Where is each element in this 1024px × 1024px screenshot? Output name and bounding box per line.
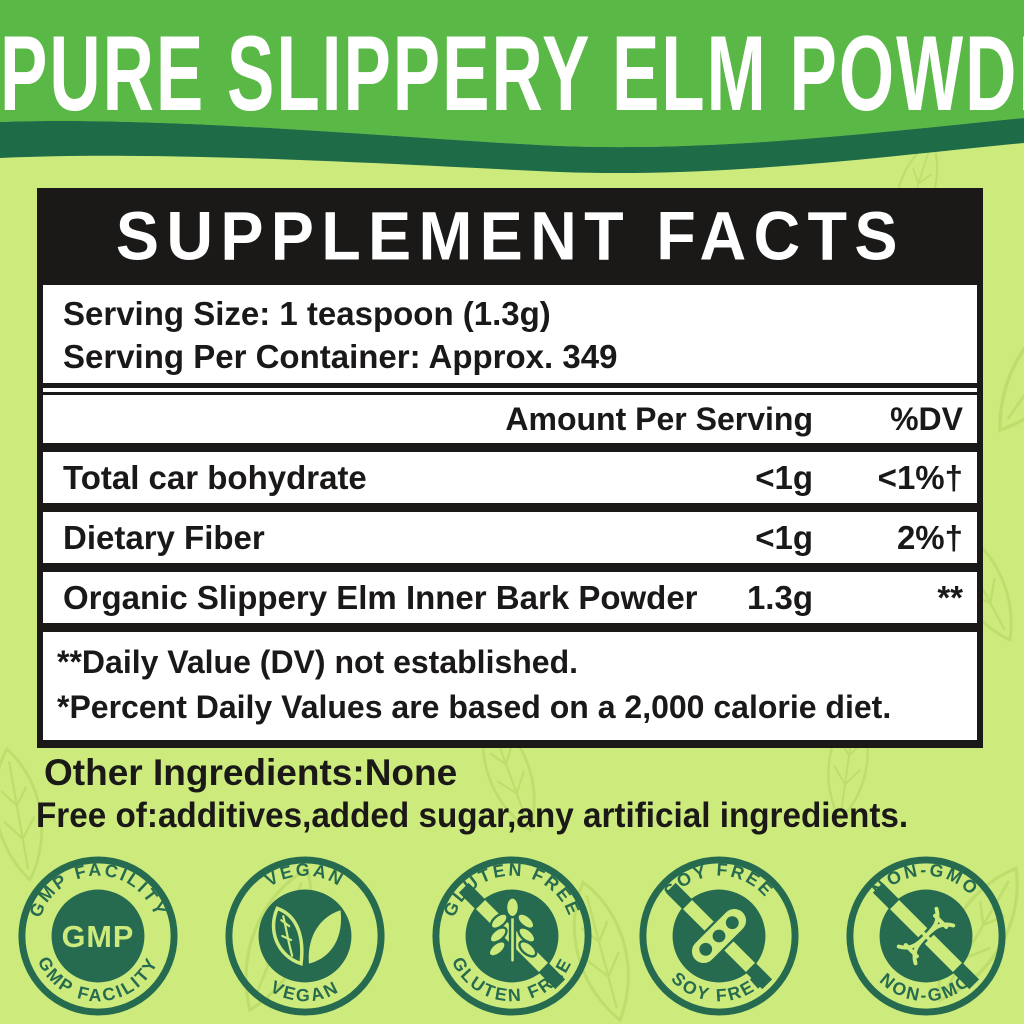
badge-gluten-free: GLUTEN FREE GLUTEN FREE [432, 856, 592, 1016]
divider [43, 443, 977, 452]
serving-info: Serving Size: 1 teaspoon (1.3g) Serving … [43, 285, 977, 383]
free-of-line: Free of:additives,added sugar,any artifi… [36, 796, 908, 836]
divider [43, 503, 977, 512]
nutrient-dv: ** [937, 578, 963, 616]
wave-graphic [0, 0, 1024, 174]
divider [43, 623, 977, 632]
dv-header: %DV [890, 400, 963, 437]
amount-per-serving-header: Amount Per Serving [505, 400, 813, 437]
product-title: PURE SLIPPERY ELM POWDER [0, 15, 1024, 135]
badge-gmp-facility: GMP FACILITY GMP FACILITY GMP [18, 856, 178, 1016]
supplement-facts-header: SUPPLEMENT FACTS [43, 188, 977, 285]
double-rule [43, 383, 977, 395]
supplement-facts-title: SUPPLEMENT FACTS [115, 198, 905, 275]
other-ingredients-value: None [364, 752, 458, 793]
table-header-row: Amount Per Serving %DV [43, 395, 977, 443]
badge-non-gmo: NON-GMO NON-GMO [846, 856, 1006, 1016]
table-row: Total car bohydrate <1g <1%† [43, 452, 977, 503]
footnote-percent-dv: *Percent Daily Values are based on a 2,0… [57, 689, 892, 725]
nutrient-name: Organic Slippery Elm Inner Bark Powder [63, 578, 698, 616]
leaf-icon [271, 906, 342, 966]
badge-soy-free: SOY FREE SOY FREE [639, 856, 799, 1016]
footnote-dv-not-established: **Daily Value (DV) not established. [57, 644, 579, 680]
table-row: Dietary Fiber <1g 2%† [43, 512, 977, 563]
free-of-label: Free of: [36, 796, 158, 835]
certification-badges: GMP FACILITY GMP FACILITY GMP VEGAN VEGA… [0, 852, 1024, 1020]
dna-icon [894, 904, 958, 968]
other-ingredients-label: Other Ingredients: [44, 752, 365, 793]
badge-vegan: VEGAN VEGAN [225, 856, 385, 1016]
supplement-facts-panel: SUPPLEMENT FACTS Serving Size: 1 teaspoo… [37, 188, 983, 748]
footnotes: **Daily Value (DV) not established. *Per… [43, 632, 977, 740]
wheat-icon [487, 896, 538, 964]
nutrient-amount: 1.3g [746, 578, 813, 616]
other-ingredients-line: Other Ingredients:None [44, 752, 457, 794]
divider [43, 563, 977, 572]
table-row: Organic Slippery Elm Inner Bark Powder 1… [43, 572, 977, 623]
nutrient-dv: 2%† [896, 518, 963, 556]
soybean-icon [689, 906, 749, 966]
free-of-value: additives,added sugar,any artificial ing… [157, 796, 909, 835]
nutrient-dv: <1%† [877, 458, 963, 496]
nutrient-amount: <1g [755, 458, 813, 496]
gmp-text: GMP [62, 920, 135, 954]
nutrient-name: Dietary Fiber [63, 518, 265, 556]
servings-per-container: Serving Per Container: Approx. 349 [63, 338, 618, 375]
nutrient-amount: <1g [755, 518, 813, 556]
header-band: PURE SLIPPERY ELM POWDER [0, 0, 1024, 210]
nutrient-name: Total car bohydrate [63, 458, 367, 496]
serving-size: Serving Size: 1 teaspoon (1.3g) [63, 295, 551, 332]
